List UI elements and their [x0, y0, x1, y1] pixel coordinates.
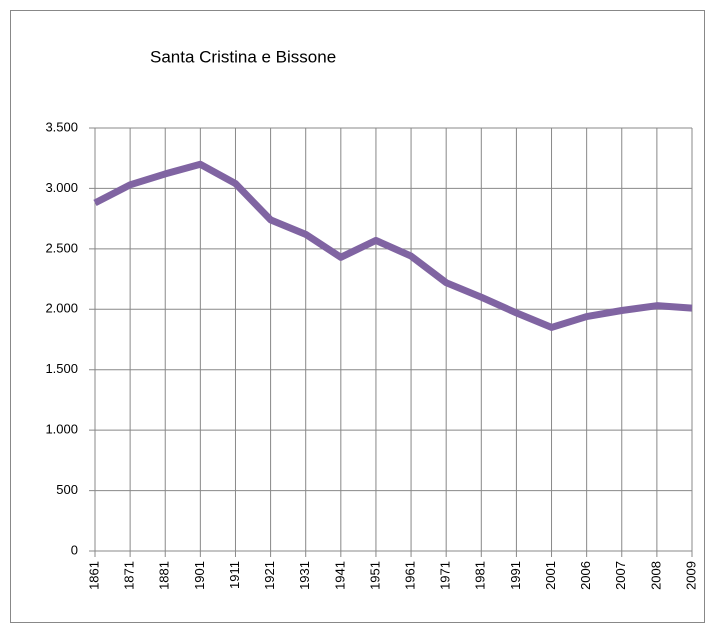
y-tick-label: 500	[56, 482, 78, 497]
x-tick-label: 1981	[473, 561, 488, 590]
x-tick-label: 1941	[332, 561, 347, 590]
y-tick-label: 1.000	[45, 422, 78, 437]
x-tick-label: 1971	[438, 561, 453, 590]
x-tick-label: 2001	[543, 561, 558, 590]
x-tick-label: 1921	[262, 561, 277, 590]
x-tick-label: 1901	[192, 561, 207, 590]
x-tick-label: 1881	[157, 561, 172, 590]
x-tick-label: 1911	[227, 561, 242, 589]
x-tick-label: 1961	[402, 561, 417, 590]
y-tick-label: 2.000	[45, 301, 78, 316]
x-tick-label: 1951	[367, 561, 382, 590]
x-tick-label: 1931	[297, 561, 312, 590]
y-tick-label: 0	[71, 542, 78, 557]
series-line	[93, 160, 693, 331]
x-tick-label: 2007	[613, 561, 628, 590]
x-tick-label: 1871	[122, 561, 137, 590]
x-tick-label: 1861	[86, 561, 101, 590]
chart-title: Santa Cristina e Bissone	[150, 47, 336, 66]
x-tick-label: 2008	[648, 561, 663, 590]
x-tick-label: 2006	[578, 561, 593, 590]
y-tick-label: 2.500	[45, 240, 78, 255]
x-tick-label: 2009	[683, 561, 698, 590]
y-tick-label: 1.500	[45, 361, 78, 376]
x-tick-label: 1991	[508, 561, 523, 590]
y-tick-label: 3.000	[45, 180, 78, 195]
y-tick-label: 3.500	[45, 119, 78, 134]
